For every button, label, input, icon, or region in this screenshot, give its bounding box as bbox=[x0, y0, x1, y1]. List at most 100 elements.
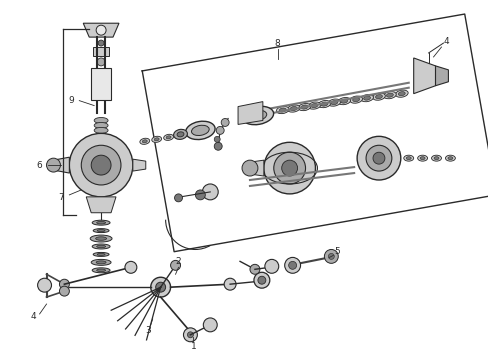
Circle shape bbox=[328, 253, 334, 260]
Ellipse shape bbox=[287, 105, 300, 112]
Polygon shape bbox=[414, 58, 436, 94]
Ellipse shape bbox=[94, 127, 108, 133]
Circle shape bbox=[98, 40, 104, 46]
Circle shape bbox=[254, 272, 270, 288]
Circle shape bbox=[81, 145, 121, 185]
Text: 7: 7 bbox=[58, 193, 64, 202]
Ellipse shape bbox=[361, 95, 373, 102]
Circle shape bbox=[366, 145, 392, 171]
Circle shape bbox=[171, 260, 180, 270]
Bar bbox=[93, 47, 109, 56]
Bar bbox=[91, 68, 111, 100]
Text: 9: 9 bbox=[69, 96, 74, 105]
Ellipse shape bbox=[177, 132, 184, 137]
Polygon shape bbox=[238, 102, 263, 125]
Circle shape bbox=[183, 328, 197, 342]
Polygon shape bbox=[436, 66, 448, 86]
Ellipse shape bbox=[97, 253, 105, 255]
Ellipse shape bbox=[154, 138, 159, 141]
Circle shape bbox=[96, 25, 106, 35]
Ellipse shape bbox=[186, 121, 215, 140]
Circle shape bbox=[250, 264, 260, 274]
Circle shape bbox=[258, 276, 266, 284]
Ellipse shape bbox=[93, 252, 109, 256]
Ellipse shape bbox=[249, 111, 267, 121]
Ellipse shape bbox=[93, 229, 109, 233]
Ellipse shape bbox=[173, 129, 187, 139]
Ellipse shape bbox=[432, 155, 441, 161]
Text: 4: 4 bbox=[31, 312, 36, 321]
Ellipse shape bbox=[276, 107, 289, 114]
Circle shape bbox=[196, 190, 205, 200]
Text: 5: 5 bbox=[334, 247, 340, 256]
Circle shape bbox=[264, 142, 316, 194]
Ellipse shape bbox=[434, 157, 439, 159]
Circle shape bbox=[242, 160, 258, 176]
Ellipse shape bbox=[420, 157, 425, 159]
Circle shape bbox=[59, 286, 70, 296]
Ellipse shape bbox=[92, 268, 110, 273]
Ellipse shape bbox=[97, 221, 105, 224]
Circle shape bbox=[216, 126, 224, 134]
Circle shape bbox=[174, 194, 182, 202]
Circle shape bbox=[214, 142, 222, 150]
Ellipse shape bbox=[166, 136, 171, 139]
Circle shape bbox=[125, 261, 137, 273]
Ellipse shape bbox=[406, 157, 411, 159]
Circle shape bbox=[282, 160, 297, 176]
Ellipse shape bbox=[192, 125, 209, 135]
Ellipse shape bbox=[94, 117, 108, 123]
Text: 1: 1 bbox=[191, 342, 196, 351]
Circle shape bbox=[47, 158, 60, 172]
Circle shape bbox=[265, 260, 279, 273]
Ellipse shape bbox=[97, 245, 105, 248]
Circle shape bbox=[97, 58, 105, 66]
Circle shape bbox=[289, 261, 296, 269]
Ellipse shape bbox=[417, 155, 428, 161]
Circle shape bbox=[285, 257, 300, 273]
Polygon shape bbox=[86, 197, 116, 213]
Ellipse shape bbox=[95, 138, 107, 143]
Circle shape bbox=[70, 133, 133, 197]
Text: 4: 4 bbox=[443, 37, 449, 46]
Ellipse shape bbox=[350, 96, 363, 103]
Ellipse shape bbox=[321, 102, 328, 106]
Ellipse shape bbox=[364, 96, 370, 100]
Ellipse shape bbox=[96, 261, 106, 264]
Ellipse shape bbox=[97, 230, 105, 231]
Ellipse shape bbox=[298, 103, 311, 111]
Ellipse shape bbox=[387, 93, 393, 97]
Ellipse shape bbox=[375, 95, 382, 99]
Ellipse shape bbox=[279, 108, 286, 112]
Ellipse shape bbox=[140, 138, 149, 144]
Circle shape bbox=[203, 318, 217, 332]
Circle shape bbox=[324, 249, 338, 264]
Ellipse shape bbox=[152, 136, 162, 142]
Ellipse shape bbox=[91, 260, 111, 265]
Ellipse shape bbox=[384, 91, 396, 99]
Ellipse shape bbox=[398, 92, 405, 96]
Ellipse shape bbox=[142, 140, 147, 143]
Circle shape bbox=[188, 332, 194, 338]
Circle shape bbox=[202, 184, 218, 200]
Circle shape bbox=[373, 152, 385, 164]
Ellipse shape bbox=[395, 90, 408, 97]
Ellipse shape bbox=[331, 100, 338, 105]
Ellipse shape bbox=[164, 134, 173, 140]
Ellipse shape bbox=[445, 155, 455, 161]
Text: 2: 2 bbox=[176, 257, 181, 266]
Circle shape bbox=[38, 278, 51, 292]
Ellipse shape bbox=[92, 220, 110, 225]
Ellipse shape bbox=[404, 155, 414, 161]
Text: 3: 3 bbox=[145, 326, 150, 335]
Ellipse shape bbox=[242, 106, 273, 125]
Circle shape bbox=[221, 118, 229, 126]
Polygon shape bbox=[83, 23, 119, 37]
Ellipse shape bbox=[372, 93, 385, 100]
Ellipse shape bbox=[301, 105, 308, 109]
Ellipse shape bbox=[353, 98, 360, 102]
Ellipse shape bbox=[318, 100, 331, 108]
Ellipse shape bbox=[308, 102, 321, 109]
Circle shape bbox=[151, 277, 171, 297]
Text: 6: 6 bbox=[37, 161, 43, 170]
